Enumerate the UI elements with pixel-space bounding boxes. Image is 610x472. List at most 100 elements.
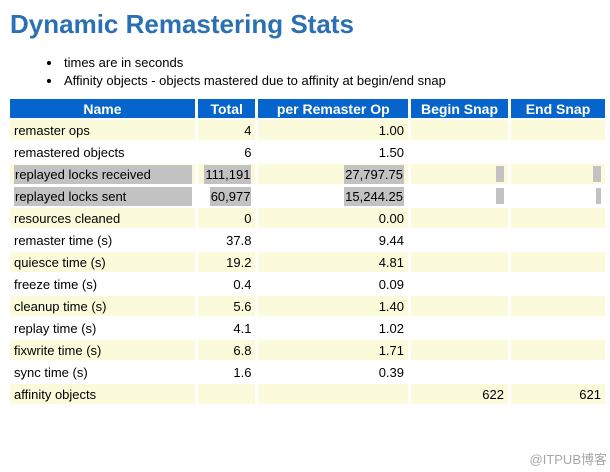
table-row: replayed locks sent 60,977 15,244.25: [10, 186, 605, 206]
per-remaster-op-cell: [258, 384, 408, 404]
total-cell: 111,191: [197, 164, 256, 184]
table-row: resources cleaned 0 0.00: [10, 208, 605, 228]
per-remaster-op-cell: 1.02: [258, 318, 408, 338]
name-cell: remaster ops: [10, 120, 195, 140]
name-cell: fixwrite time (s): [10, 340, 195, 360]
notes-list: times are in seconds Affinity objects - …: [0, 55, 610, 88]
note-item: Affinity objects - objects mastered due …: [62, 73, 610, 88]
per-remaster-op-cell: 15,244.25: [258, 186, 408, 206]
per-remaster-op-cell: 0.39: [258, 362, 408, 382]
begin-snap-cell: [411, 318, 508, 338]
table-row: cleanup time (s) 5.6 1.40: [10, 296, 605, 316]
end-snap-cell: [510, 186, 605, 206]
name-cell: resources cleaned: [10, 208, 195, 228]
end-snap-cell: [510, 362, 605, 382]
begin-snap-cell: [411, 142, 508, 162]
name-cell: replayed locks sent: [10, 186, 195, 206]
begin-snap-cell: [411, 362, 508, 382]
name-cell: remastered objects: [10, 142, 195, 162]
begin-snap-cell: [411, 252, 508, 272]
column-header-name: Name: [10, 99, 195, 118]
table-row: replayed locks received 111,191 27,797.75: [10, 164, 605, 184]
total-cell: 0: [197, 208, 256, 228]
total-cell: 60,977: [197, 186, 256, 206]
remastering-stats-table: Name Total per Remaster Op Begin Snap En…: [7, 97, 608, 406]
stats-table-body: remaster ops 4 1.00 remastered objects 6 1.50…: [10, 120, 605, 404]
total-cell: 4.1: [197, 318, 256, 338]
watermark: @ITPUB博客: [529, 452, 607, 467]
table-row: sync time (s) 1.6 0.39: [10, 362, 605, 382]
table-row: replay time (s) 4.1 1.02: [10, 318, 605, 338]
table-row: affinity objects 622 621: [10, 384, 605, 404]
selection-mark: [596, 188, 601, 205]
begin-snap-cell: [411, 186, 508, 206]
name-cell: quiesce time (s): [10, 252, 195, 272]
name-cell: replayed locks received: [10, 164, 195, 184]
per-remaster-op-cell: 1.40: [258, 296, 408, 316]
name-cell: replay time (s): [10, 318, 195, 338]
end-snap-cell: [510, 120, 605, 140]
total-cell: 6.8: [197, 340, 256, 360]
end-snap-cell: [510, 142, 605, 162]
end-snap-cell: [510, 208, 605, 228]
begin-snap-cell: [411, 208, 508, 228]
per-remaster-op-cell: 1.00: [258, 120, 408, 140]
end-snap-cell: 621: [510, 384, 605, 404]
end-snap-cell: [510, 340, 605, 360]
selection-mark: [495, 166, 504, 183]
selected-text: 27,797.75: [344, 164, 404, 184]
column-header-begin-snap: Begin Snap: [411, 99, 508, 118]
table-row: remaster time (s) 37.8 9.44: [10, 230, 605, 250]
column-header-end-snap: End Snap: [510, 99, 605, 118]
name-cell: affinity objects: [10, 384, 195, 404]
end-snap-cell: [510, 164, 605, 184]
selection-mark: [593, 166, 601, 183]
selected-text: replayed locks sent: [14, 186, 192, 206]
table-row: remaster ops 4 1.00: [10, 120, 605, 140]
total-cell: 0.4: [197, 274, 256, 294]
per-remaster-op-cell: 27,797.75: [258, 164, 408, 184]
selection-mark: [495, 188, 504, 205]
name-cell: freeze time (s): [10, 274, 195, 294]
begin-snap-cell: [411, 230, 508, 250]
selected-text: replayed locks received: [14, 164, 192, 184]
per-remaster-op-cell: 0.09: [258, 274, 408, 294]
name-cell: remaster time (s): [10, 230, 195, 250]
page-title: Dynamic Remastering Stats: [10, 9, 354, 39]
begin-snap-cell: [411, 340, 508, 360]
note-item: times are in seconds: [62, 55, 610, 70]
name-cell: sync time (s): [10, 362, 195, 382]
column-header-total: Total: [197, 99, 256, 118]
end-snap-cell: [510, 318, 605, 338]
table-row: quiesce time (s) 19.2 4.81: [10, 252, 605, 272]
total-cell: 4: [197, 120, 256, 140]
total-cell: 19.2: [197, 252, 256, 272]
end-snap-cell: [510, 296, 605, 316]
total-cell: 1.6: [197, 362, 256, 382]
begin-snap-cell: 622: [411, 384, 508, 404]
begin-snap-cell: [411, 120, 508, 140]
begin-snap-cell: [411, 164, 508, 184]
per-remaster-op-cell: 4.81: [258, 252, 408, 272]
end-snap-cell: [510, 274, 605, 294]
table-row: fixwrite time (s) 6.8 1.71: [10, 340, 605, 360]
header-row: Name Total per Remaster Op Begin Snap En…: [10, 99, 605, 118]
per-remaster-op-cell: 1.50: [258, 142, 408, 162]
per-remaster-op-cell: 0.00: [258, 208, 408, 228]
begin-snap-cell: [411, 296, 508, 316]
total-cell: 6: [197, 142, 256, 162]
per-remaster-op-cell: 9.44: [258, 230, 408, 250]
total-cell: 37.8: [197, 230, 256, 250]
name-cell: cleanup time (s): [10, 296, 195, 316]
selected-text: 111,191: [204, 164, 252, 184]
selected-text: 15,244.25: [344, 186, 404, 206]
column-header-per-remaster-op: per Remaster Op: [258, 99, 408, 118]
end-snap-cell: [510, 230, 605, 250]
end-snap-cell: [510, 252, 605, 272]
total-cell: [197, 384, 256, 404]
selected-text: 60,977: [209, 186, 252, 206]
table-row: remastered objects 6 1.50: [10, 142, 605, 162]
total-cell: 5.6: [197, 296, 256, 316]
table-header: Name Total per Remaster Op Begin Snap En…: [10, 99, 605, 118]
